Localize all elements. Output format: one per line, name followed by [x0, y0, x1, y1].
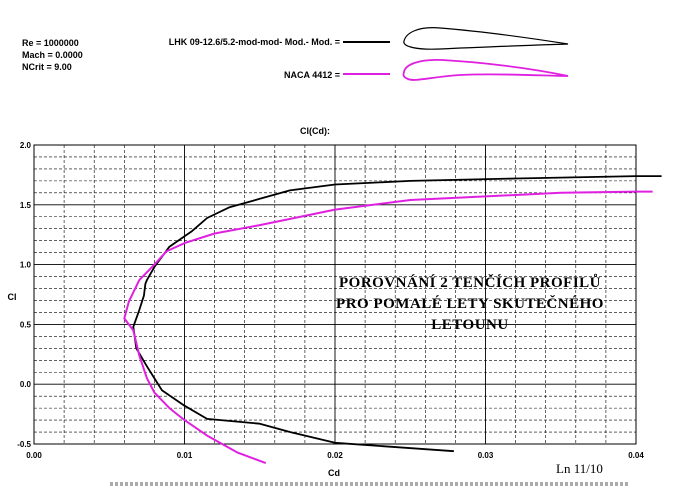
x-tick-label: 0.00	[26, 451, 42, 460]
y-axis-label: Cl	[8, 292, 17, 302]
series-line-naca	[123, 190, 653, 465]
y-tick-label: 2.0	[20, 141, 32, 150]
x-tick-label: 0.04	[628, 451, 644, 460]
legend-label-naca: NACA 4412 =	[284, 70, 340, 80]
reynolds-number-label: Re = 1000000	[22, 38, 79, 48]
plot-frame	[33, 144, 637, 445]
annotation-line-2: PRO POMALÉ LETY SKUTEČNÉHO	[336, 296, 604, 312]
x-tick-label: 0.02	[327, 451, 343, 460]
footer-strip	[110, 482, 630, 486]
annotation-box: POROVNÁNÍ 2 TENČÍCH PROFILŮ PRO POMALÉ L…	[300, 273, 640, 336]
page-note: Ln 11/10	[556, 461, 603, 476]
ncrit-label: NCrit = 9.00	[22, 62, 72, 72]
annotation-line-1: POROVNÁNÍ 2 TENČÍCH PROFILŮ	[339, 275, 601, 291]
y-tick-label: 0.0	[20, 380, 32, 389]
x-tick-label: 0.01	[177, 451, 193, 460]
y-tick-label: 1.0	[20, 261, 32, 270]
chart-title: Cl(Cd):	[300, 126, 330, 136]
annotation-line-3: LETOUNU	[431, 317, 509, 333]
y-tick-label: -0.5	[17, 440, 31, 449]
x-tick-label: 0.03	[478, 451, 494, 460]
series-line-lhk	[132, 175, 662, 453]
legend-graphics	[343, 27, 569, 81]
airfoil-shape-naca-icon	[402, 59, 569, 81]
legend-label-lhk: LHK 09-12.6/5.2-mod-mod- Mod.- Mod. =	[168, 37, 340, 47]
y-tick-label: 1.5	[20, 201, 32, 210]
airfoil-shape-lhk-icon	[403, 27, 569, 50]
mach-number-label: Mach = 0.0000	[22, 50, 83, 60]
y-tick-label: 0.5	[20, 320, 32, 329]
x-axis-label: Cd	[328, 468, 340, 478]
